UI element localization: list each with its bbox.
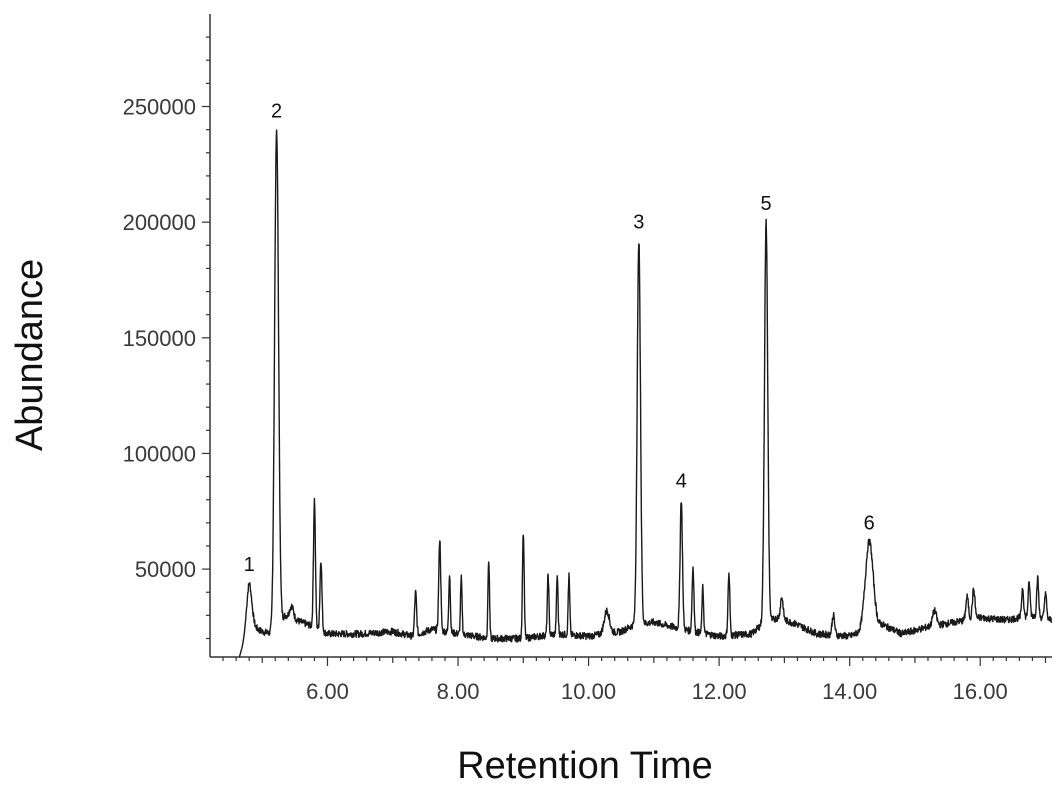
- y-tick-label: 200000: [123, 210, 196, 235]
- x-tick-label: 10.00: [561, 679, 616, 704]
- peak-label-3: 3: [633, 212, 644, 234]
- peak-label-6: 6: [864, 512, 875, 534]
- x-tick-label: 8.00: [437, 679, 480, 704]
- y-minor-ticks: [206, 36, 210, 640]
- x-tick-label: 6.00: [306, 679, 349, 704]
- chromatogram-trace: [238, 129, 1053, 658]
- y-tick-group: 50000 100000 150000 200000 250000: [123, 95, 210, 582]
- peak-label-5: 5: [761, 193, 772, 215]
- x-tick-group: 6.00 8.00 10.00 12.00 14.00 16.00: [306, 657, 1008, 704]
- x-tick-label: 14.00: [822, 679, 877, 704]
- x-minor-ticks: [222, 657, 1047, 663]
- plot-area: 6.00 8.00 10.00 12.00 14.00 16.00 50000 100000…: [123, 14, 1053, 704]
- x-tick-label: 16.00: [953, 679, 1008, 704]
- peak-label-4: 4: [676, 471, 687, 493]
- y-axis-title: Abundance: [9, 259, 51, 451]
- peak-label-2: 2: [271, 101, 282, 123]
- y-tick-label: 100000: [123, 441, 196, 466]
- peak-label-group: 1 2 3 4 5 6: [244, 101, 875, 576]
- x-tick-label: 12.00: [692, 679, 747, 704]
- y-tick-label: 150000: [123, 326, 196, 351]
- y-tick-label: 50000: [135, 557, 196, 582]
- x-axis-title: Retention Time: [457, 745, 713, 787]
- y-tick-label: 250000: [123, 95, 196, 120]
- peak-label-1: 1: [244, 554, 255, 576]
